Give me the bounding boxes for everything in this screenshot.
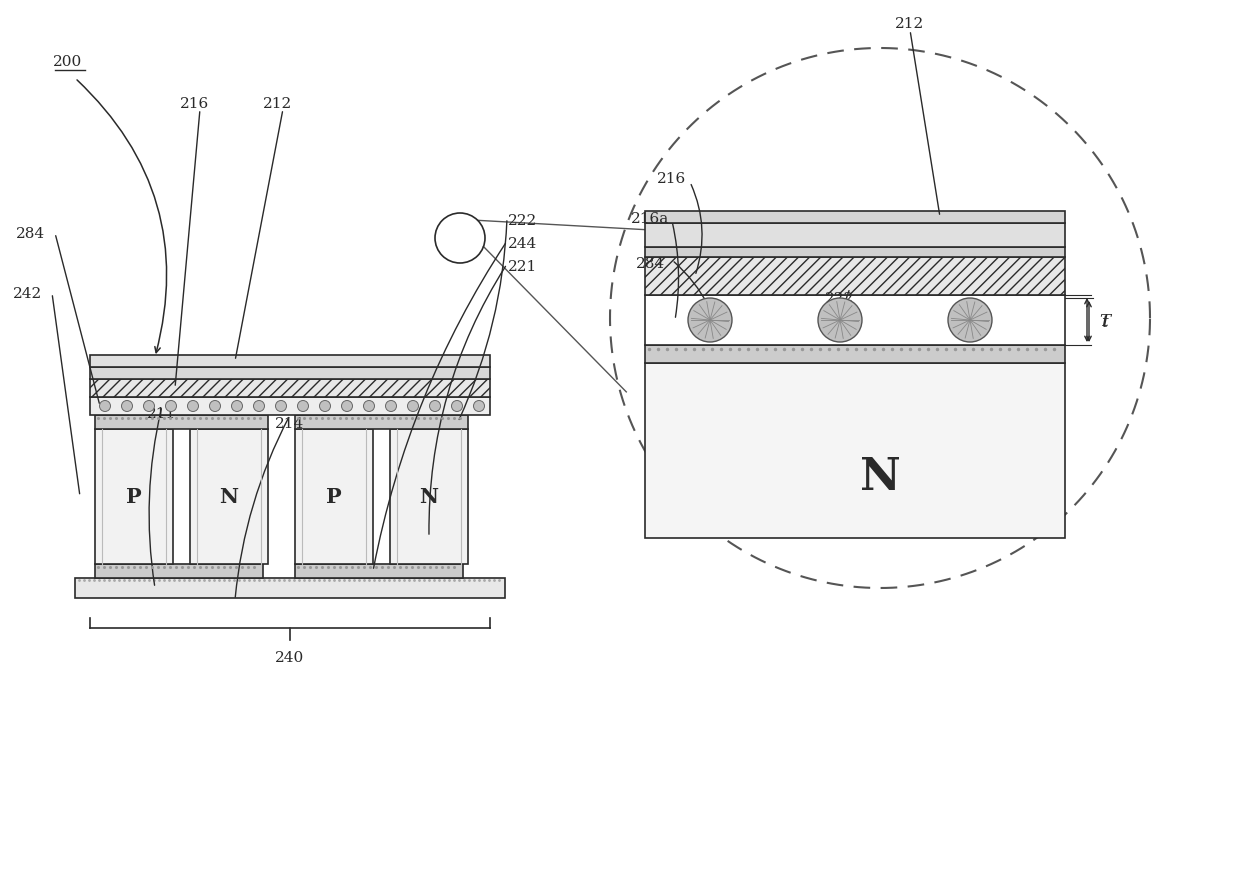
Bar bbox=[91, 379, 490, 398]
Bar bbox=[645, 248, 1065, 258]
Bar bbox=[295, 565, 463, 579]
Bar bbox=[295, 415, 467, 429]
Bar bbox=[95, 429, 174, 565]
Text: 284: 284 bbox=[16, 227, 45, 241]
Circle shape bbox=[99, 401, 110, 412]
Text: P: P bbox=[126, 487, 141, 507]
Text: 216a: 216a bbox=[631, 212, 670, 226]
Circle shape bbox=[275, 401, 286, 412]
Bar bbox=[645, 346, 1065, 363]
Text: 214: 214 bbox=[275, 416, 305, 430]
Bar bbox=[645, 296, 1065, 346]
Text: 211: 211 bbox=[148, 407, 176, 421]
Circle shape bbox=[122, 401, 133, 412]
Circle shape bbox=[451, 401, 463, 412]
Circle shape bbox=[210, 401, 221, 412]
Text: 216: 216 bbox=[180, 97, 210, 111]
Bar bbox=[74, 579, 505, 598]
Text: 244: 244 bbox=[508, 237, 537, 251]
Text: t: t bbox=[1101, 313, 1107, 331]
Circle shape bbox=[818, 299, 862, 342]
Text: 212: 212 bbox=[263, 97, 293, 111]
Bar bbox=[295, 429, 373, 565]
Text: 200: 200 bbox=[53, 55, 83, 68]
Bar bbox=[91, 398, 490, 415]
Text: 222: 222 bbox=[826, 291, 854, 306]
Bar bbox=[95, 415, 268, 429]
Bar bbox=[645, 258, 1065, 296]
Bar bbox=[190, 429, 268, 565]
Text: 212: 212 bbox=[895, 17, 925, 31]
Text: T: T bbox=[1099, 313, 1110, 329]
Text: 242: 242 bbox=[12, 287, 42, 300]
Bar bbox=[645, 224, 1065, 248]
Circle shape bbox=[298, 401, 309, 412]
Circle shape bbox=[144, 401, 155, 412]
Bar bbox=[91, 368, 490, 379]
Circle shape bbox=[232, 401, 243, 412]
Circle shape bbox=[949, 299, 992, 342]
Circle shape bbox=[253, 401, 264, 412]
Circle shape bbox=[429, 401, 440, 412]
Text: 240: 240 bbox=[275, 651, 305, 665]
Text: 284: 284 bbox=[635, 256, 665, 270]
Circle shape bbox=[474, 401, 485, 412]
Circle shape bbox=[386, 401, 397, 412]
Circle shape bbox=[341, 401, 352, 412]
Circle shape bbox=[408, 401, 419, 412]
Text: N: N bbox=[219, 487, 238, 507]
Bar bbox=[91, 356, 490, 368]
Text: 216: 216 bbox=[657, 172, 687, 186]
Bar bbox=[391, 429, 467, 565]
Text: P: P bbox=[326, 487, 342, 507]
Circle shape bbox=[688, 299, 732, 342]
Text: N: N bbox=[419, 487, 439, 507]
Circle shape bbox=[363, 401, 374, 412]
Circle shape bbox=[165, 401, 176, 412]
Bar bbox=[95, 565, 263, 579]
Bar bbox=[645, 363, 1065, 538]
Circle shape bbox=[187, 401, 198, 412]
Text: N: N bbox=[859, 456, 900, 499]
Text: 221: 221 bbox=[508, 260, 537, 274]
Bar bbox=[645, 212, 1065, 224]
Circle shape bbox=[320, 401, 331, 412]
Text: 222: 222 bbox=[508, 213, 537, 227]
